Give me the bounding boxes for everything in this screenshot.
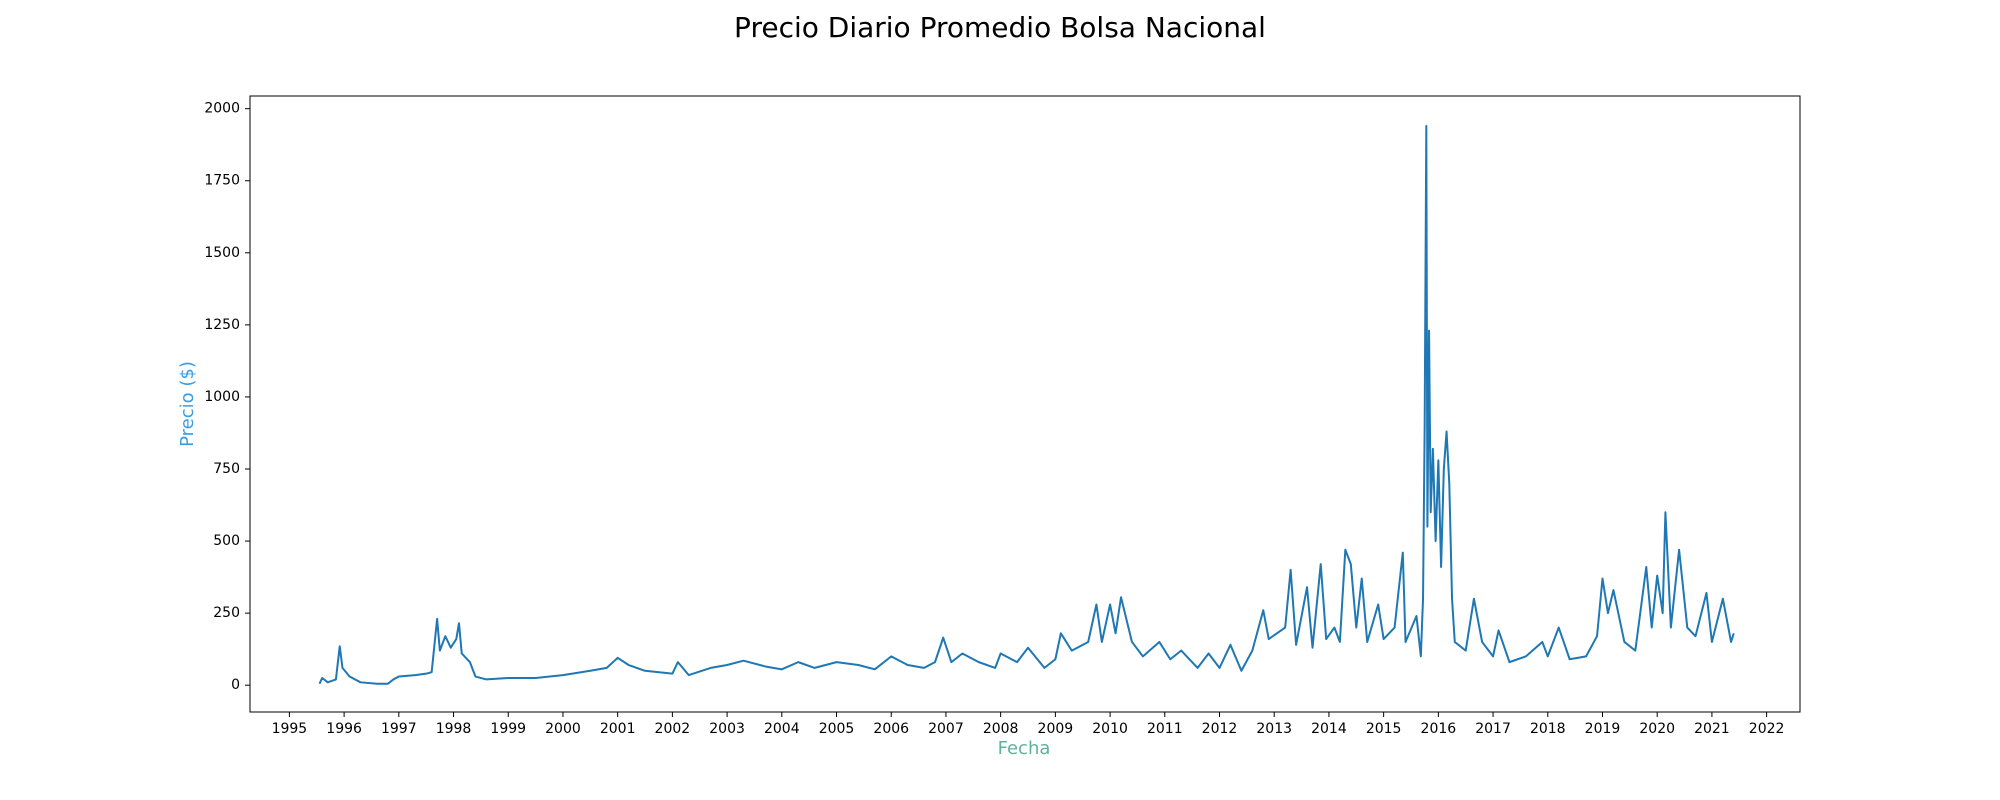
- y-tick-label: 750: [213, 461, 240, 477]
- x-tick-label: 2003: [709, 721, 745, 737]
- x-tick-label: 1996: [326, 721, 362, 737]
- x-tick-label: 1999: [490, 721, 526, 737]
- y-tick-label: 1500: [204, 245, 240, 261]
- y-tick-label: 500: [213, 533, 240, 549]
- x-tick-label: 2005: [819, 721, 855, 737]
- x-tick-label: 2001: [600, 721, 636, 737]
- x-tick-label: 2014: [1311, 721, 1347, 737]
- x-tick-label: 2016: [1421, 721, 1457, 737]
- x-tick-label: 2022: [1749, 721, 1785, 737]
- x-tick-label: 2013: [1256, 721, 1292, 737]
- y-tick-label: 1750: [204, 173, 240, 189]
- x-tick-label: 2017: [1475, 721, 1511, 737]
- x-tick-label: 2000: [545, 721, 581, 737]
- x-tick-label: 2019: [1585, 721, 1621, 737]
- y-tick-label: 2000: [204, 101, 240, 117]
- x-tick-label: 1998: [436, 721, 472, 737]
- x-tick-label: 2015: [1366, 721, 1402, 737]
- x-tick-label: 2020: [1639, 721, 1675, 737]
- y-axis-label: Precio ($): [177, 361, 198, 447]
- x-tick-label: 2010: [1092, 721, 1128, 737]
- price-line: [318, 124, 1735, 685]
- y-tick-label: 1000: [204, 389, 240, 405]
- x-tick-label: 2004: [764, 721, 800, 737]
- x-axis-label: Fecha: [998, 738, 1051, 759]
- y-tick-label: 1250: [204, 317, 240, 333]
- x-tick-label: 1995: [272, 721, 308, 737]
- x-tick-label: 2021: [1694, 721, 1730, 737]
- x-tick-label: 2006: [873, 721, 909, 737]
- x-tick-label: 2002: [655, 721, 691, 737]
- x-tick-label: 2008: [983, 721, 1019, 737]
- plot-frame: [249, 95, 1801, 713]
- x-tick-label: 2011: [1147, 721, 1183, 737]
- x-tick-label: 1997: [381, 721, 417, 737]
- y-tick-label: 0: [231, 677, 240, 693]
- x-tick-label: 2007: [928, 721, 964, 737]
- chart-title: Precio Diario Promedio Bolsa Nacional: [734, 11, 1266, 44]
- x-tick-label: 2018: [1530, 721, 1566, 737]
- x-tick-label: 2012: [1202, 721, 1238, 737]
- y-tick-label: 250: [213, 605, 240, 621]
- x-tick-label: 2009: [1038, 721, 1074, 737]
